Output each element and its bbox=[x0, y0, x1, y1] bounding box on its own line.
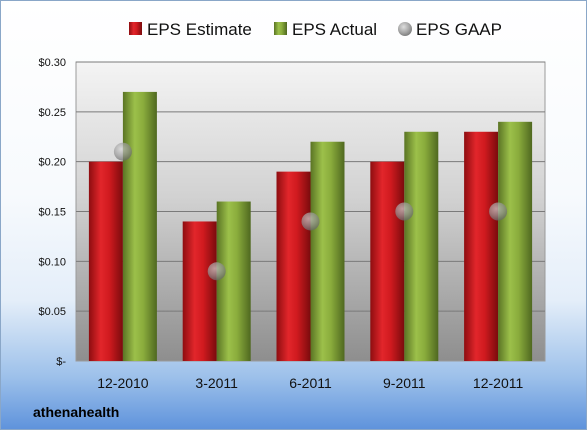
point-eps-gaap bbox=[301, 212, 320, 231]
brand-label: athenahealth bbox=[33, 404, 119, 420]
legend-label-actual: EPS Actual bbox=[292, 20, 377, 39]
y-tick-label: $0.30 bbox=[38, 57, 66, 69]
x-category-label: 12-2010 bbox=[97, 375, 149, 391]
x-category-label: 6-2011 bbox=[289, 375, 332, 391]
bar-eps-estimate bbox=[276, 171, 311, 361]
legend-swatch-actual bbox=[274, 22, 287, 35]
y-tick-label: $0.25 bbox=[38, 107, 66, 119]
point-eps-gaap bbox=[489, 202, 508, 221]
bar-eps-estimate bbox=[464, 131, 499, 361]
bar-eps-actual bbox=[404, 131, 439, 361]
x-category-label: 9-2011 bbox=[383, 375, 426, 391]
gaap-points bbox=[113, 142, 508, 281]
legend-label-estimate: EPS Estimate bbox=[147, 20, 252, 39]
bar-eps-actual bbox=[310, 141, 345, 361]
y-tick-label: $0.20 bbox=[38, 157, 66, 169]
legend-swatch-gaap bbox=[398, 22, 412, 36]
point-eps-gaap bbox=[395, 202, 414, 221]
bar-eps-actual bbox=[216, 201, 251, 361]
legend-swatch-estimate bbox=[129, 22, 142, 35]
bar-eps-estimate bbox=[370, 161, 405, 361]
bar-eps-estimate bbox=[182, 221, 217, 361]
x-category-label: 12-2011 bbox=[473, 375, 524, 391]
legend-label-gaap: EPS GAAP bbox=[416, 20, 502, 39]
y-tick-label: $0.10 bbox=[38, 256, 66, 268]
x-category-label: 3-2011 bbox=[195, 375, 238, 391]
point-eps-gaap bbox=[113, 142, 132, 161]
x-axis-categories: 12-2010 3-2011 6-2011 9-2011 12-2011 bbox=[97, 375, 523, 391]
bar-eps-estimate bbox=[88, 161, 123, 361]
bars bbox=[88, 91, 533, 362]
point-eps-gaap bbox=[207, 262, 226, 281]
y-tick-label: $0.15 bbox=[38, 207, 66, 219]
y-tick-label: $0.05 bbox=[38, 306, 66, 318]
y-axis-ticks: $- $0.05 $0.10 $0.15 $0.20 $0.25 $0.30 bbox=[38, 57, 66, 368]
bar-eps-actual bbox=[498, 121, 533, 361]
legend: EPS Estimate EPS Actual EPS GAAP bbox=[129, 20, 502, 39]
y-tick-label: $- bbox=[56, 356, 66, 368]
bar-eps-actual bbox=[122, 91, 157, 362]
